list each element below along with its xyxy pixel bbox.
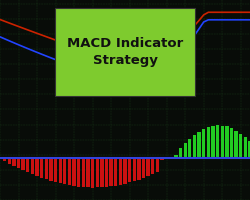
Bar	[202, 129, 205, 158]
Bar	[225, 126, 228, 158]
Bar	[12, 158, 16, 166]
Bar	[119, 158, 122, 185]
Bar	[100, 158, 103, 187]
Bar	[35, 158, 39, 176]
Bar	[45, 158, 48, 179]
Bar	[123, 158, 127, 184]
Bar	[17, 158, 20, 168]
Bar	[58, 158, 62, 183]
Bar	[156, 158, 159, 172]
Bar	[49, 158, 52, 181]
Bar	[179, 148, 182, 158]
Bar	[0, 158, 2, 159]
Bar	[207, 127, 210, 158]
Bar	[244, 137, 247, 158]
Bar	[132, 158, 136, 181]
Bar	[22, 158, 25, 170]
Bar	[142, 158, 145, 178]
Bar	[3, 158, 6, 161]
Bar	[198, 132, 201, 158]
Bar	[193, 135, 196, 158]
Bar	[26, 158, 30, 172]
Bar	[220, 126, 224, 158]
Bar	[151, 158, 154, 174]
Bar	[174, 155, 178, 158]
Bar	[160, 158, 164, 160]
Bar	[137, 158, 140, 180]
Bar	[82, 158, 85, 187]
Bar	[184, 143, 187, 158]
Bar	[128, 158, 131, 182]
Bar	[211, 126, 215, 158]
Bar	[105, 158, 108, 187]
Bar	[188, 139, 192, 158]
Bar	[72, 158, 76, 186]
Bar	[170, 157, 173, 158]
Bar	[110, 158, 113, 186]
Bar	[146, 158, 150, 176]
Bar	[63, 158, 66, 184]
Bar	[31, 158, 34, 174]
Bar	[248, 141, 250, 158]
Bar	[8, 158, 11, 164]
Bar	[96, 158, 99, 187]
Bar	[216, 125, 219, 158]
Bar	[239, 134, 242, 158]
Bar	[234, 131, 238, 158]
Bar	[54, 158, 57, 182]
Bar	[68, 158, 71, 185]
Text: MACD Indicator
Strategy: MACD Indicator Strategy	[67, 37, 183, 67]
FancyBboxPatch shape	[55, 8, 195, 96]
Bar	[86, 158, 90, 187]
Bar	[230, 128, 233, 158]
Bar	[165, 158, 168, 159]
Bar	[40, 158, 43, 178]
Bar	[114, 158, 117, 186]
Bar	[91, 158, 94, 188]
Bar	[77, 158, 80, 187]
